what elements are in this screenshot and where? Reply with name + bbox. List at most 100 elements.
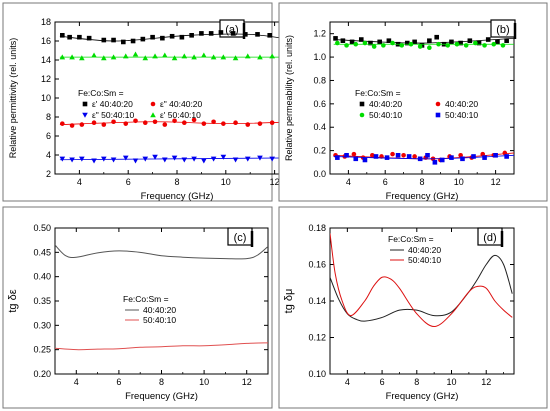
- data-point-8: [140, 36, 146, 42]
- y-tick-label: 18: [41, 17, 51, 27]
- data-point-19: [495, 39, 500, 45]
- data-point-7: [132, 158, 139, 164]
- data-point-9: [152, 154, 158, 160]
- y-tick-label: 0.6: [313, 99, 326, 109]
- data-point-legend-0: [82, 101, 88, 107]
- data-point-15: [211, 119, 216, 125]
- data-point-6: [122, 155, 129, 161]
- legend-entry: ε" 40:40:20: [160, 99, 203, 109]
- data-point-16: [218, 30, 224, 35]
- data-point-7: [132, 51, 139, 57]
- series-3: [333, 40, 514, 51]
- data-point-legend-3: [435, 112, 441, 118]
- data-point-6: [395, 152, 401, 158]
- data-point-20: [267, 33, 273, 38]
- legend-entry: 40:40:20: [408, 245, 441, 255]
- data-point-0: [333, 36, 338, 41]
- x-tick-label: 8: [159, 377, 164, 387]
- data-point-0: [335, 40, 340, 46]
- data-point-8: [404, 40, 410, 46]
- panel-1: 4 6 8 10 12 2 4 6 8 10 12 14 16 18 Frequency (GHz) Rela…: [2, 2, 300, 202]
- y-tick-label: 8: [46, 112, 51, 122]
- data-point-7: [406, 154, 412, 159]
- data-point-6: [121, 39, 126, 45]
- data-point-13: [191, 117, 197, 123]
- y-tick-label: 1.0: [313, 52, 326, 62]
- data-point-12: [181, 53, 188, 59]
- data-point-4: [368, 40, 373, 46]
- data-point-8: [408, 41, 414, 47]
- y-axis: 0.0 0.2 0.4 0.6 0.8 1.0 1.2: [313, 29, 514, 179]
- data-point-14: [449, 39, 454, 45]
- data-point-9: [425, 152, 430, 158]
- data-point-legend-1: [150, 112, 156, 118]
- y-axis: 0.10 0.12 0.14 0.16 0.18: [308, 223, 514, 379]
- data-point-5: [110, 54, 117, 60]
- data-point-11: [172, 118, 177, 124]
- panel-label: (d): [483, 232, 496, 244]
- data-point-17: [504, 154, 509, 159]
- panel-4: 4 6 8 10 12 0.10 0.12 0.14 0.16 0.18 Frequency (GH…: [278, 206, 548, 409]
- legend-entry: ε" 50:40:10: [92, 110, 135, 120]
- data-point-11: [427, 38, 432, 44]
- y-tick-label: 16: [41, 36, 51, 46]
- data-point-14: [201, 52, 207, 58]
- data-point-4: [371, 44, 377, 49]
- x-axis-label: Frequency (GHz): [141, 191, 214, 202]
- y-tick-label: 0.25: [33, 345, 51, 355]
- x-tick-label: 12: [270, 177, 280, 187]
- data-point-18: [244, 53, 251, 59]
- data-point-5: [377, 39, 382, 45]
- data-point-16: [220, 154, 227, 160]
- y-tick-label: 6: [46, 131, 51, 141]
- data-point-20: [269, 156, 275, 162]
- data-point-1: [344, 43, 349, 48]
- data-point-18: [245, 122, 251, 127]
- data-point-7: [130, 38, 136, 44]
- data-point-3: [358, 37, 364, 42]
- y-axis-label: tg δε: [7, 289, 19, 312]
- series-layer: [333, 34, 514, 165]
- x-tick-label: 8: [419, 177, 424, 187]
- data-point-legend-2: [359, 112, 365, 118]
- data-point-4: [101, 122, 107, 127]
- data-point-6: [122, 53, 129, 59]
- data-point-19: [257, 155, 263, 161]
- y-axis-label: tg δμ: [283, 289, 295, 314]
- data-point-15: [208, 31, 214, 36]
- data-point-6: [390, 151, 395, 157]
- data-point-11: [171, 155, 178, 161]
- data-point-14: [463, 43, 469, 48]
- data-point-10: [162, 122, 168, 127]
- data-point-13: [191, 54, 197, 60]
- series-1: [55, 244, 268, 260]
- y-tick-label: 0.16: [308, 260, 326, 270]
- series-layer: [330, 233, 513, 328]
- data-point-12: [434, 34, 440, 40]
- data-point-14: [201, 158, 207, 164]
- x-tick-label: 6: [383, 177, 388, 187]
- legend: Fe:Co:Sm =ε' 40:40:20 ε' 50:40:10ε" 40:40…: [78, 88, 203, 120]
- data-point-10: [162, 52, 168, 58]
- series-2: [55, 342, 268, 351]
- data-point-11: [436, 41, 441, 47]
- data-point-0: [60, 121, 65, 126]
- data-point-19: [257, 54, 263, 60]
- data-point-legend-3: [82, 112, 88, 118]
- data-point-3: [91, 52, 97, 58]
- data-point-19: [257, 121, 263, 126]
- data-point-6: [390, 40, 395, 46]
- series-4: [333, 152, 514, 165]
- data-point-0: [59, 156, 66, 162]
- data-point-1: [67, 34, 72, 40]
- data-point-20: [504, 38, 509, 44]
- y-tick-label: 10: [41, 93, 51, 103]
- x-tick-label: 12: [242, 377, 252, 387]
- data-point-1: [340, 38, 346, 44]
- y-tick-label: 0.12: [308, 333, 326, 343]
- data-point-2: [349, 39, 355, 45]
- data-point-15: [480, 151, 486, 157]
- data-point-15: [210, 156, 217, 162]
- fit-line: [59, 33, 299, 42]
- x-tick-label: 10: [221, 177, 231, 187]
